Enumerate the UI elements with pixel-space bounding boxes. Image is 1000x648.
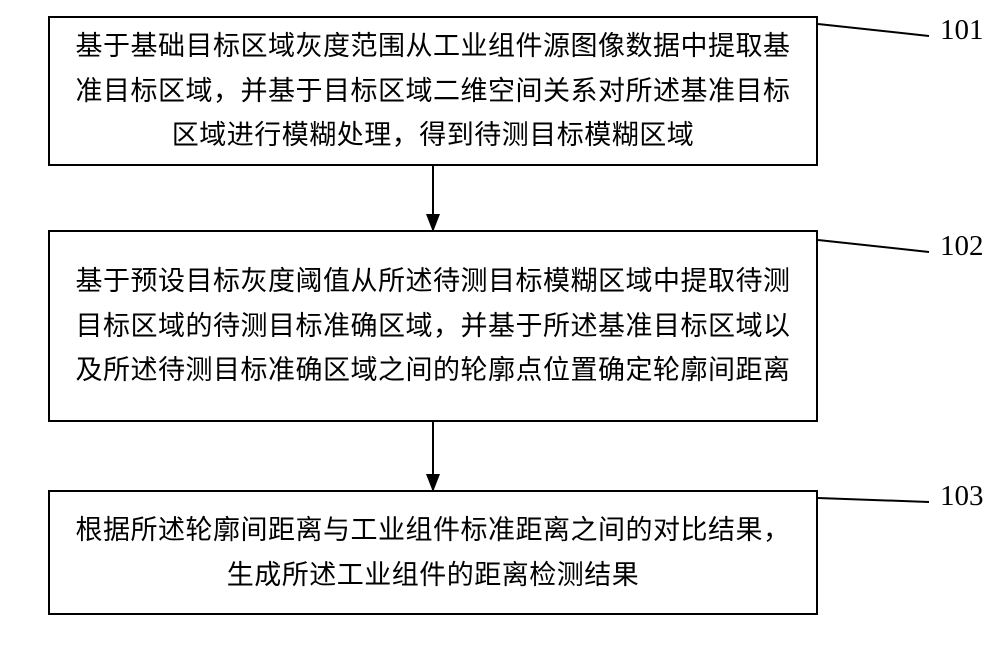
step-number-label-3: 103: [940, 480, 984, 513]
step-number-label-1: 101: [940, 14, 984, 47]
flowchart-node-2: 基于预设目标灰度阈值从所述待测目标模糊区域中提取待测目标区域的待测目标准确区域，…: [48, 230, 818, 422]
flowchart-node-3: 根据所述轮廓间距离与工业组件标准距离之间的对比结果，生成所述工业组件的距离检测结…: [48, 490, 818, 615]
flowchart-canvas: 基于基础目标区域灰度范围从工业组件源图像数据中提取基准目标区域，并基于目标区域二…: [0, 0, 1000, 648]
flowchart-node-text: 基于预设目标灰度阈值从所述待测目标模糊区域中提取待测目标区域的待测目标准确区域，…: [74, 259, 792, 393]
flowchart-node-1: 基于基础目标区域灰度范围从工业组件源图像数据中提取基准目标区域，并基于目标区域二…: [48, 16, 818, 166]
step-number-label-2: 102: [940, 230, 984, 263]
flowchart-node-text: 基于基础目标区域灰度范围从工业组件源图像数据中提取基准目标区域，并基于目标区域二…: [74, 24, 792, 158]
flowchart-node-text: 根据所述轮廓间距离与工业组件标准距离之间的对比结果，生成所述工业组件的距离检测结…: [74, 508, 792, 597]
label-leader-1: [818, 24, 929, 36]
label-leader-2: [818, 240, 929, 252]
label-leader-3: [818, 498, 929, 502]
